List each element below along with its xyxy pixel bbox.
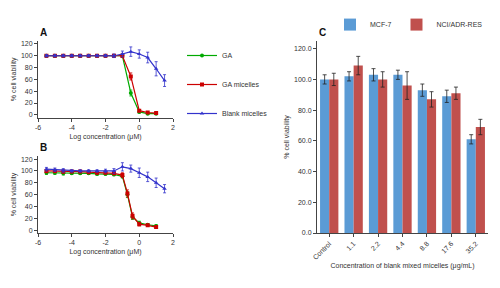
svg-text:4.4: 4.4 bbox=[394, 240, 406, 252]
svg-text:80: 80 bbox=[25, 64, 33, 71]
svg-text:2: 2 bbox=[171, 124, 175, 131]
svg-text:% cell viability: % cell viability bbox=[10, 172, 18, 216]
svg-text:35.2: 35.2 bbox=[464, 240, 479, 255]
svg-text:2.2: 2.2 bbox=[369, 240, 381, 252]
svg-text:40: 40 bbox=[25, 88, 33, 95]
svg-text:GA micelles: GA micelles bbox=[222, 81, 259, 88]
svg-text:60: 60 bbox=[25, 76, 33, 83]
svg-text:20.0: 20.0 bbox=[298, 199, 312, 206]
svg-text:% cell viability: % cell viability bbox=[283, 115, 291, 159]
svg-text:20: 20 bbox=[25, 99, 33, 106]
svg-text:MCF-7: MCF-7 bbox=[370, 21, 391, 28]
svg-text:0: 0 bbox=[137, 239, 141, 246]
svg-text:Log concentration (μM): Log concentration (μM) bbox=[69, 248, 141, 256]
svg-text:1.1: 1.1 bbox=[345, 240, 357, 252]
svg-text:C: C bbox=[319, 27, 326, 38]
svg-text:Concentration of blank mixed m: Concentration of blank mixed micelles (μ… bbox=[330, 262, 474, 270]
svg-text:80: 80 bbox=[25, 179, 33, 186]
svg-text:Log concentration (μM): Log concentration (μM) bbox=[69, 133, 141, 141]
svg-text:0: 0 bbox=[29, 227, 33, 234]
svg-text:100: 100 bbox=[21, 167, 33, 174]
svg-text:20: 20 bbox=[25, 215, 33, 222]
svg-text:40: 40 bbox=[25, 203, 33, 210]
svg-text:2: 2 bbox=[171, 239, 175, 246]
svg-text:Blank micelles: Blank micelles bbox=[222, 110, 267, 117]
svg-text:0.0: 0.0 bbox=[302, 229, 312, 236]
svg-text:0: 0 bbox=[137, 124, 141, 131]
svg-text:40.0: 40.0 bbox=[298, 168, 312, 175]
svg-text:B: B bbox=[40, 142, 47, 153]
svg-text:120: 120 bbox=[21, 40, 33, 47]
svg-text:-4: -4 bbox=[69, 239, 75, 246]
svg-text:-6: -6 bbox=[35, 239, 41, 246]
svg-text:17.6: 17.6 bbox=[440, 240, 455, 255]
svg-text:-2: -2 bbox=[102, 124, 108, 131]
svg-text:120: 120 bbox=[21, 156, 33, 163]
svg-text:% cell viability: % cell viability bbox=[10, 57, 18, 101]
svg-text:80.0: 80.0 bbox=[298, 107, 312, 114]
svg-text:60.0: 60.0 bbox=[298, 137, 312, 144]
svg-text:-4: -4 bbox=[69, 124, 75, 131]
svg-text:Control: Control bbox=[311, 240, 332, 261]
svg-text:NCI/ADR-RES: NCI/ADR-RES bbox=[436, 21, 482, 28]
svg-text:0: 0 bbox=[29, 111, 33, 118]
svg-text:120.0: 120.0 bbox=[294, 45, 312, 52]
svg-text:GA: GA bbox=[222, 52, 232, 59]
svg-text:-6: -6 bbox=[35, 124, 41, 131]
svg-text:-2: -2 bbox=[102, 239, 108, 246]
svg-text:8.8: 8.8 bbox=[418, 240, 430, 252]
svg-text:100.0: 100.0 bbox=[294, 76, 312, 83]
svg-text:100: 100 bbox=[21, 52, 33, 59]
svg-text:60: 60 bbox=[25, 191, 33, 198]
svg-text:A: A bbox=[40, 27, 47, 38]
